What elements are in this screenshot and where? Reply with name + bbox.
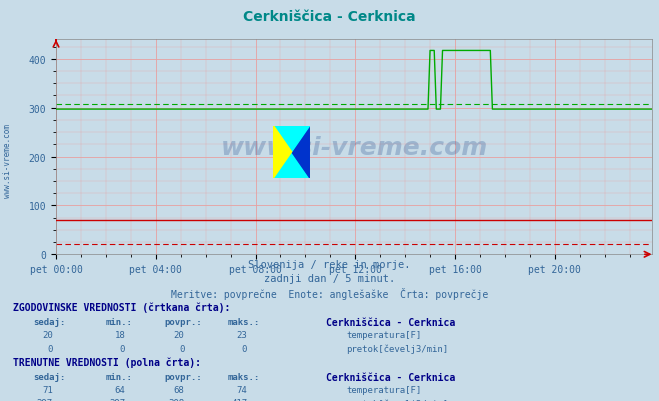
- Text: www.si-vreme.com: www.si-vreme.com: [3, 124, 13, 197]
- Text: ZGODOVINSKE VREDNOSTI (črtkana črta):: ZGODOVINSKE VREDNOSTI (črtkana črta):: [13, 302, 231, 312]
- Text: Cerkniščica - Cerknica: Cerkniščica - Cerknica: [243, 10, 416, 24]
- Polygon shape: [273, 126, 310, 178]
- Text: 64: 64: [115, 385, 125, 394]
- Text: 417: 417: [231, 398, 247, 401]
- Text: 0: 0: [47, 344, 53, 353]
- Text: Slovenija / reke in morje.: Slovenija / reke in morje.: [248, 260, 411, 270]
- Text: 308: 308: [169, 398, 185, 401]
- Text: povpr.:: povpr.:: [165, 372, 202, 381]
- Polygon shape: [273, 126, 291, 178]
- Text: Cerkniščica - Cerknica: Cerkniščica - Cerknica: [326, 372, 455, 382]
- Text: Cerkniščica - Cerknica: Cerkniščica - Cerknica: [326, 317, 455, 327]
- Text: sedaj:: sedaj:: [33, 317, 65, 326]
- Text: 0: 0: [242, 344, 247, 353]
- Text: 74: 74: [237, 385, 247, 394]
- Polygon shape: [291, 126, 310, 178]
- Text: maks.:: maks.:: [227, 372, 260, 381]
- Text: TRENUTNE VREDNOSTI (polna črta):: TRENUTNE VREDNOSTI (polna črta):: [13, 357, 201, 367]
- Text: pretok[čevelj3/min]: pretok[čevelj3/min]: [346, 398, 448, 401]
- Text: 297: 297: [109, 398, 125, 401]
- Text: 0: 0: [120, 344, 125, 353]
- Text: 68: 68: [174, 385, 185, 394]
- Polygon shape: [273, 126, 310, 152]
- Text: min.:: min.:: [105, 372, 132, 381]
- Text: 18: 18: [115, 330, 125, 339]
- Text: 297: 297: [37, 398, 53, 401]
- Text: zadnji dan / 5 minut.: zadnji dan / 5 minut.: [264, 273, 395, 284]
- Text: min.:: min.:: [105, 317, 132, 326]
- Text: 20: 20: [174, 330, 185, 339]
- Text: sedaj:: sedaj:: [33, 372, 65, 381]
- Text: 71: 71: [42, 385, 53, 394]
- Text: www.si-vreme.com: www.si-vreme.com: [221, 136, 488, 159]
- Text: Meritve: povprečne  Enote: anglešaške  Črta: povprečje: Meritve: povprečne Enote: anglešaške Črt…: [171, 287, 488, 299]
- Text: 20: 20: [42, 330, 53, 339]
- Text: pretok[čevelj3/min]: pretok[čevelj3/min]: [346, 344, 448, 354]
- Text: maks.:: maks.:: [227, 317, 260, 326]
- Text: 23: 23: [237, 330, 247, 339]
- Text: temperatura[F]: temperatura[F]: [346, 330, 421, 339]
- Text: temperatura[F]: temperatura[F]: [346, 385, 421, 394]
- Polygon shape: [273, 152, 310, 178]
- Text: 0: 0: [179, 344, 185, 353]
- Text: povpr.:: povpr.:: [165, 317, 202, 326]
